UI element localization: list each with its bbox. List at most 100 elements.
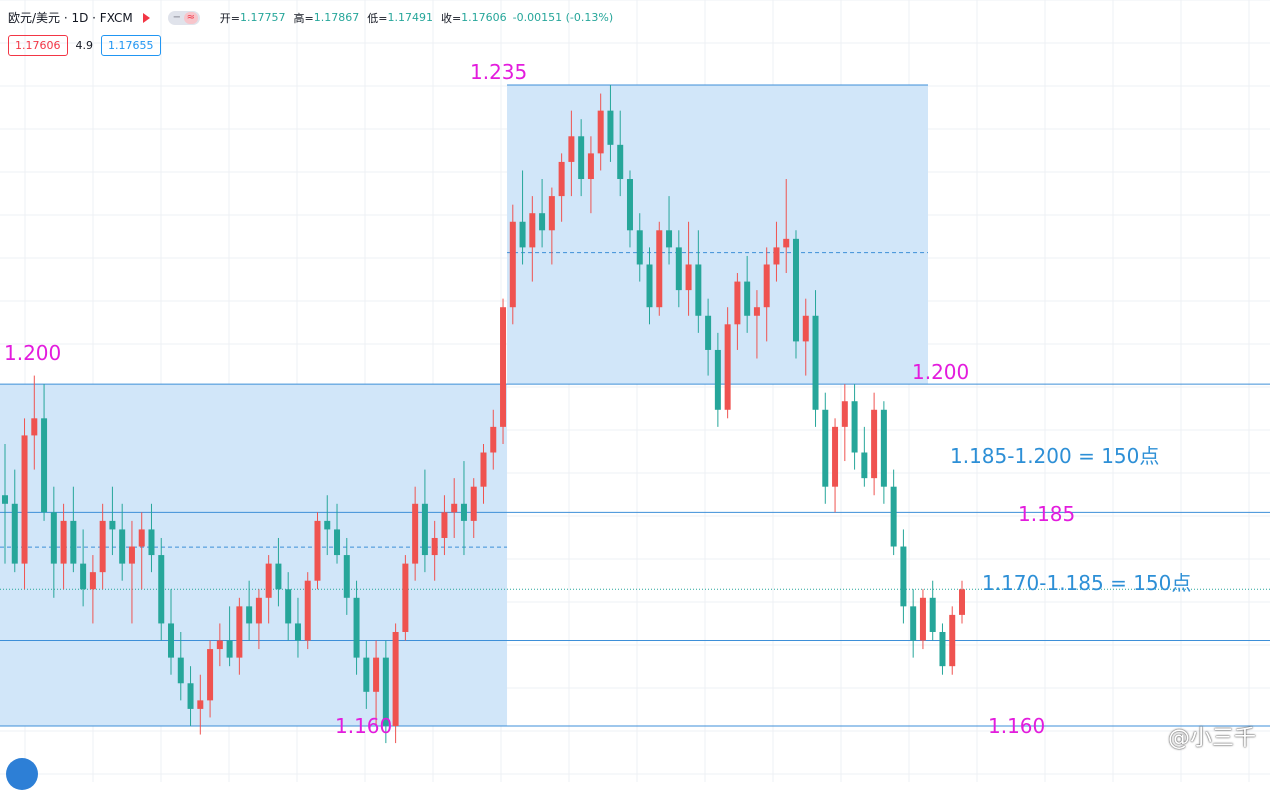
candle <box>41 384 48 521</box>
candle <box>373 640 380 726</box>
candle-body <box>509 221 516 308</box>
candle <box>460 461 467 556</box>
note-range-2: 1.170-1.185 = 150点 <box>982 571 1192 595</box>
candle-body <box>939 631 946 667</box>
candle-body <box>695 264 702 316</box>
candle <box>402 555 409 641</box>
candle-body <box>402 563 409 632</box>
candle-body <box>480 452 487 487</box>
candle <box>763 247 770 342</box>
candle <box>275 537 282 607</box>
candle <box>939 623 946 675</box>
high-value: 1.17867 <box>313 11 360 24</box>
candle-body <box>314 520 321 581</box>
candle <box>607 85 614 162</box>
candle <box>294 597 301 658</box>
candle <box>353 580 360 675</box>
label-1160-left: 1.160 <box>335 714 393 738</box>
candle-body <box>578 136 585 180</box>
candle-body <box>119 529 126 564</box>
candle <box>324 495 331 556</box>
label-1185: 1.185 <box>1018 502 1076 526</box>
candle-body <box>568 136 575 162</box>
symbol-title[interactable]: 欧元/美元 · 1D · FXCM <box>8 11 133 25</box>
candle <box>744 255 751 333</box>
candle <box>50 486 57 598</box>
candle <box>568 110 575 197</box>
candle <box>177 631 184 701</box>
candle <box>480 443 487 504</box>
candle <box>558 153 565 222</box>
candle-body <box>724 324 731 410</box>
candle-body <box>626 179 633 231</box>
candle-body <box>158 555 165 624</box>
candle <box>626 170 633 248</box>
candle <box>334 503 341 564</box>
close-value: 1.17606 <box>461 11 507 24</box>
buy-price-button[interactable]: 1.17655 <box>101 35 161 56</box>
chart-header: 欧元/美元 · 1D · FXCM − ≈ 开= 1.17757 高= 1.1786… <box>8 9 613 26</box>
candle <box>197 674 204 735</box>
candle-body <box>802 315 809 342</box>
candle-body <box>148 529 155 556</box>
candle <box>314 512 321 590</box>
candle-body <box>685 264 692 291</box>
candle-body <box>460 503 467 521</box>
candle-body <box>734 281 741 325</box>
minus-icon[interactable]: − <box>172 11 181 23</box>
candle <box>99 503 106 590</box>
candle-body <box>558 161 565 197</box>
candle <box>109 486 116 556</box>
candle-body <box>783 238 790 248</box>
candle <box>31 375 38 470</box>
candle-body <box>744 281 751 316</box>
sell-price-button[interactable]: 1.17606 <box>8 35 68 56</box>
candle-body <box>431 537 438 556</box>
flag-icon[interactable] <box>142 12 150 23</box>
candle <box>919 589 926 650</box>
candle <box>890 469 897 556</box>
candle-body <box>275 563 282 590</box>
candle <box>412 486 419 581</box>
candle-body <box>617 144 624 180</box>
candle <box>548 187 555 265</box>
candle <box>285 572 292 641</box>
indicator-toggle[interactable]: − ≈ <box>167 10 200 25</box>
candle-body <box>763 264 770 308</box>
candle <box>578 119 585 197</box>
candle-body <box>539 213 546 231</box>
candle <box>60 503 67 590</box>
spread-value: 4.9 <box>75 39 94 52</box>
candle-body <box>109 520 116 530</box>
candle <box>168 589 175 675</box>
candle-body <box>31 418 38 436</box>
candle-body <box>353 597 360 658</box>
candle-body <box>187 683 194 709</box>
candle <box>490 409 497 470</box>
candle <box>900 529 907 624</box>
candle-body <box>792 238 799 342</box>
candle-body <box>832 426 839 487</box>
candle-body <box>451 503 458 513</box>
wave-icon[interactable]: ≈ <box>183 11 198 24</box>
candle-body <box>890 486 897 547</box>
candle-body <box>949 614 956 667</box>
label-1200-right: 1.200 <box>912 360 970 384</box>
candle-body <box>334 529 341 556</box>
candle-body <box>89 572 96 590</box>
candle <box>80 529 87 607</box>
low-label: 低= <box>367 11 388 25</box>
candle-body <box>919 597 926 641</box>
bid-ask-row: 1.17606 4.9 1.17655 <box>8 35 161 56</box>
candle-body <box>11 503 18 564</box>
candle <box>265 555 272 624</box>
candle <box>70 486 77 573</box>
candle <box>89 555 96 624</box>
candle-body <box>70 520 77 564</box>
candle <box>158 537 165 641</box>
candle-body <box>2 495 8 504</box>
open-value: 1.17757 <box>240 11 286 24</box>
candle <box>216 623 223 667</box>
candle-body <box>382 657 389 726</box>
